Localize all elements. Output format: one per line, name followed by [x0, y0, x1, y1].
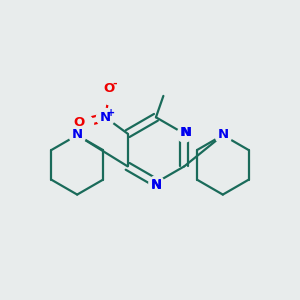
Text: N: N	[100, 111, 111, 124]
Text: N: N	[150, 178, 161, 191]
Text: O: O	[73, 116, 84, 129]
Text: N: N	[150, 178, 161, 192]
Text: N: N	[72, 128, 83, 141]
Text: N: N	[180, 126, 191, 139]
Text: N: N	[181, 126, 192, 139]
Text: -: -	[112, 79, 117, 89]
Text: +: +	[106, 108, 115, 118]
Text: N: N	[217, 128, 228, 141]
Text: O: O	[103, 82, 115, 95]
